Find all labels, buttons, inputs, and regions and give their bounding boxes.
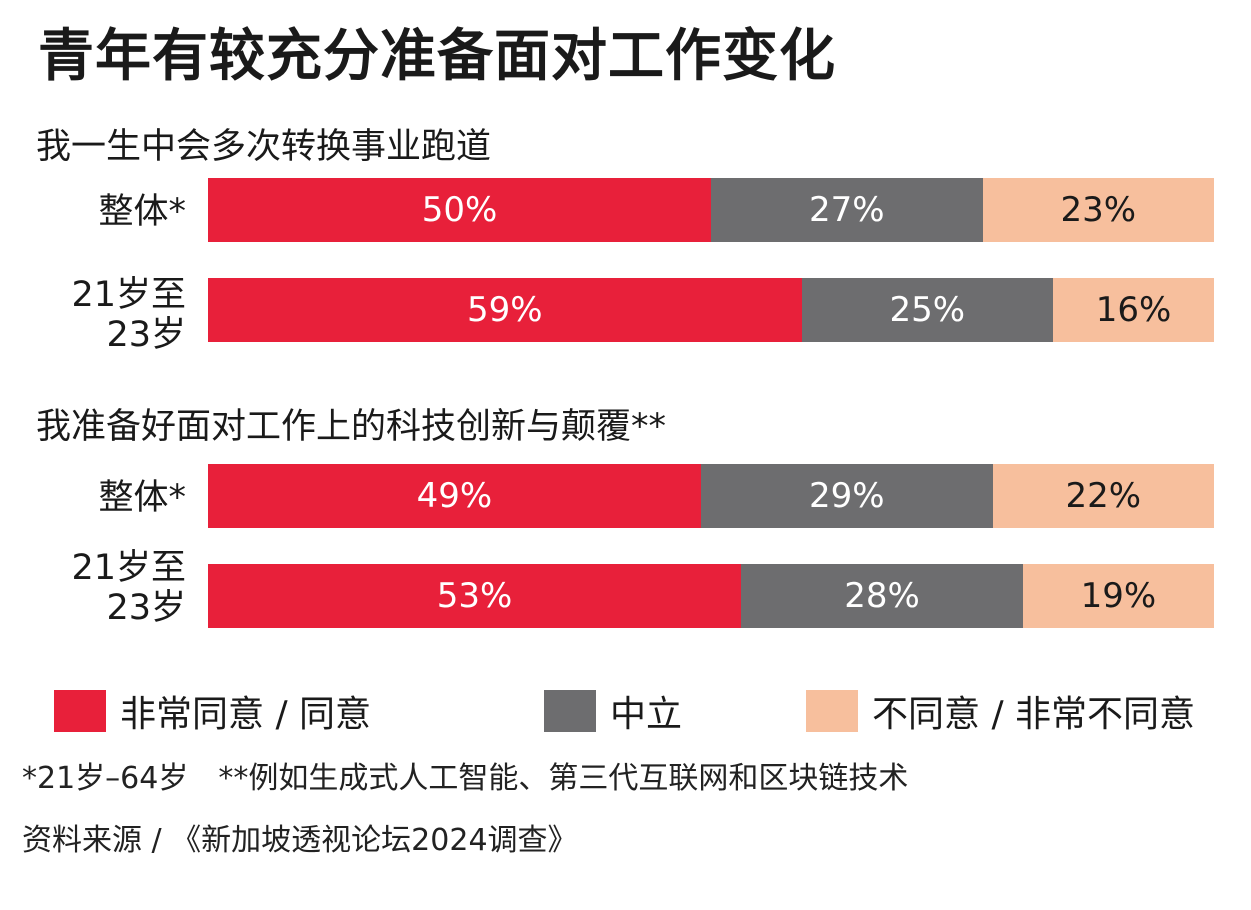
legend-swatch xyxy=(806,690,858,732)
chart-title: 青年有较充分准备面对工作变化 xyxy=(38,24,836,89)
group-title: 我准备好面对工作上的科技创新与颠覆** xyxy=(36,407,667,447)
bar-segment: 49% xyxy=(208,464,701,528)
bar-segment: 23% xyxy=(982,178,1214,242)
source-note: 资料来源 / 《新加坡透视论坛2024调查》 xyxy=(22,823,578,858)
footnote: *21岁–64岁 **例如生成式人工智能、第三代互联网和区块链技术 xyxy=(22,761,909,796)
bar-segment: 27% xyxy=(711,178,983,242)
bar-segment: 50% xyxy=(208,178,711,242)
data-label: 27% xyxy=(809,190,885,230)
legend-swatch xyxy=(544,690,596,732)
bar-segment: 16% xyxy=(1053,278,1214,342)
data-label: 22% xyxy=(1065,476,1142,516)
bar-segment: 53% xyxy=(208,564,742,628)
bar-segment: 22% xyxy=(992,464,1214,528)
stacked-bar: 53% 28% 19% xyxy=(208,564,1214,628)
legend-label: 非常同意 / 同意 xyxy=(120,694,372,735)
bar-segment: 28% xyxy=(741,564,1023,628)
data-label: 59% xyxy=(466,290,543,330)
row-label: 21岁至 23岁 xyxy=(71,548,186,628)
legend-item: 非常同意 / 同意 xyxy=(54,685,371,737)
bar-segment: 25% xyxy=(801,278,1054,342)
legend-swatch xyxy=(54,690,106,732)
data-label: 29% xyxy=(809,476,885,516)
stacked-bar: 50% 27% 23% xyxy=(208,178,1214,242)
data-label: 25% xyxy=(889,290,966,330)
legend-item: 中立 xyxy=(544,685,682,737)
row-label: 21岁至 23岁 xyxy=(71,275,186,355)
row-label: 整体* xyxy=(98,478,186,518)
legend-label: 不同意 / 非常不同意 xyxy=(872,694,1196,735)
bar-segment: 19% xyxy=(1022,564,1214,628)
legend-label: 中立 xyxy=(610,694,683,735)
row-label: 整体* xyxy=(98,192,186,232)
group-title: 我一生中会多次转换事业跑道 xyxy=(36,127,492,167)
bar-segment: 29% xyxy=(700,464,993,528)
data-label: 50% xyxy=(421,190,498,230)
stacked-bar: 59% 25% 16% xyxy=(208,278,1214,342)
data-label: 28% xyxy=(844,576,920,616)
bar-segment: 59% xyxy=(208,278,802,342)
data-label: 19% xyxy=(1080,576,1157,616)
data-label: 49% xyxy=(416,476,493,516)
stacked-bar: 49% 29% 22% xyxy=(208,464,1214,528)
data-label: 23% xyxy=(1060,190,1137,230)
data-label: 16% xyxy=(1095,290,1172,330)
data-label: 53% xyxy=(436,576,513,616)
legend-item: 不同意 / 非常不同意 xyxy=(806,685,1195,737)
